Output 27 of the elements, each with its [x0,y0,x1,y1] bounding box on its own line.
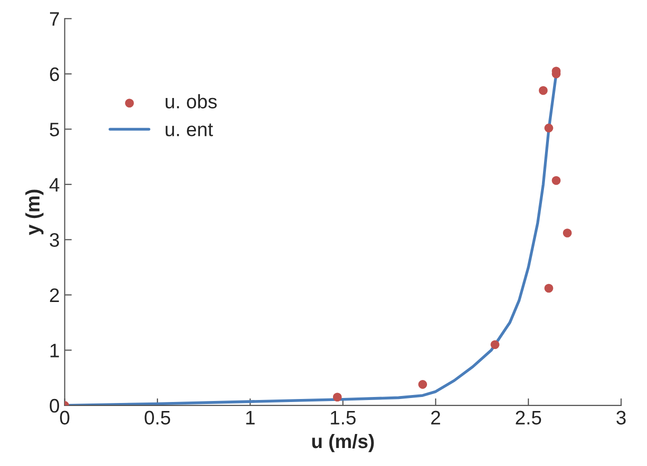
y-tick-label: 7 [50,12,59,26]
x-tick-label: 0.5 [144,410,170,425]
point [490,340,500,350]
y-tick-label: 3 [50,233,59,247]
point [418,380,428,389]
y-tick-label: 6 [50,67,59,82]
y-tick-label: 5 [50,122,60,136]
y-tick-label: 1 [50,344,59,358]
point [332,392,342,402]
legend-label: u. obs [166,94,217,108]
point [552,176,561,185]
point [544,124,554,132]
x-axis-title: u (m/s) [312,434,374,452]
x-tick-label: 2 [431,410,440,424]
x-tick-label: 2.5 [516,410,542,425]
legend-label: u. ent [166,124,213,136]
y-tick-label: 2 [50,288,59,302]
x-tick-label: 0 [60,410,70,425]
y-tick-label: 0 [50,398,60,413]
point [544,284,554,293]
point [562,228,572,238]
y-tick-label: 4 [49,178,60,192]
y-axis-title: y (m) [25,190,44,236]
x-tick-label: 1 [246,410,255,424]
point [538,86,548,95]
x-tick-label: 1.5 [330,410,356,425]
x-tick-label: 3 [616,410,626,425]
